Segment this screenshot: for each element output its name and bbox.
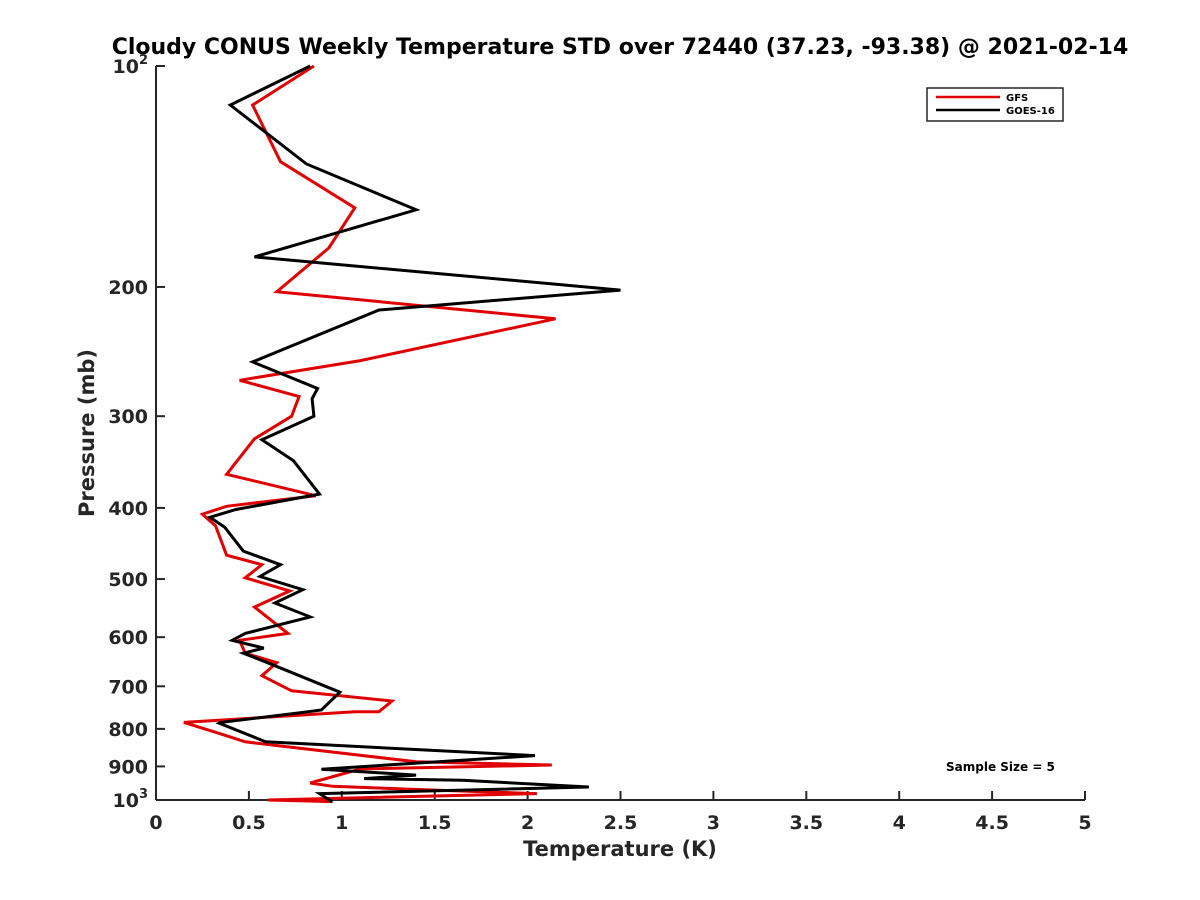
y-tick-label: 800 — [108, 719, 148, 741]
legend-box — [926, 87, 1064, 122]
legend-label-goes16: GOES-16 — [1006, 106, 1055, 117]
y-tick-label: 600 — [108, 627, 148, 649]
x-tick-label: 2 — [521, 812, 534, 834]
sample-size-annotation: Sample Size = 5 — [946, 760, 1055, 774]
y-tick-label: 500 — [108, 569, 148, 591]
chart-title: Cloudy CONUS Weekly Temperature STD over… — [112, 35, 1129, 60]
y-tick-label: 102 — [113, 53, 149, 78]
y-tick-label: 900 — [108, 756, 148, 778]
legend-label-gfs: GFS — [1006, 93, 1028, 104]
x-tick-label: 0 — [149, 812, 162, 834]
x-tick-label: 2.5 — [604, 812, 638, 834]
y-axis-ticks: 102 200 300 400 500 600 700 800 900 103 — [108, 53, 165, 812]
x-tick-label: 5 — [1078, 812, 1091, 834]
y-tick-label: 103 — [113, 787, 149, 812]
x-tick-label: 0.5 — [232, 812, 266, 834]
x-tick-label: 1 — [335, 812, 348, 834]
series-line-gfs — [183, 64, 556, 804]
x-axis-label: Temperature (K) — [523, 837, 717, 861]
y-tick-label: 400 — [108, 498, 148, 520]
y-tick-label: 200 — [108, 277, 148, 299]
series-line-goes16 — [206, 64, 621, 804]
x-tick-label: 1.5 — [418, 812, 452, 834]
x-tick-label: 4 — [893, 812, 906, 834]
x-axis-ticks: 0 0.5 1 1.5 2 2.5 3 3.5 4 4.5 5 — [149, 791, 1092, 834]
legend: GFS GOES-16 — [926, 87, 1064, 122]
y-axis-label: Pressure (mb) — [75, 349, 99, 517]
x-tick-label: 4.5 — [975, 812, 1009, 834]
x-tick-label: 3.5 — [789, 812, 823, 834]
y-tick-label: 300 — [108, 406, 148, 428]
y-tick-label: 700 — [108, 676, 148, 698]
series-layer — [183, 64, 621, 804]
x-tick-label: 3 — [707, 812, 720, 834]
